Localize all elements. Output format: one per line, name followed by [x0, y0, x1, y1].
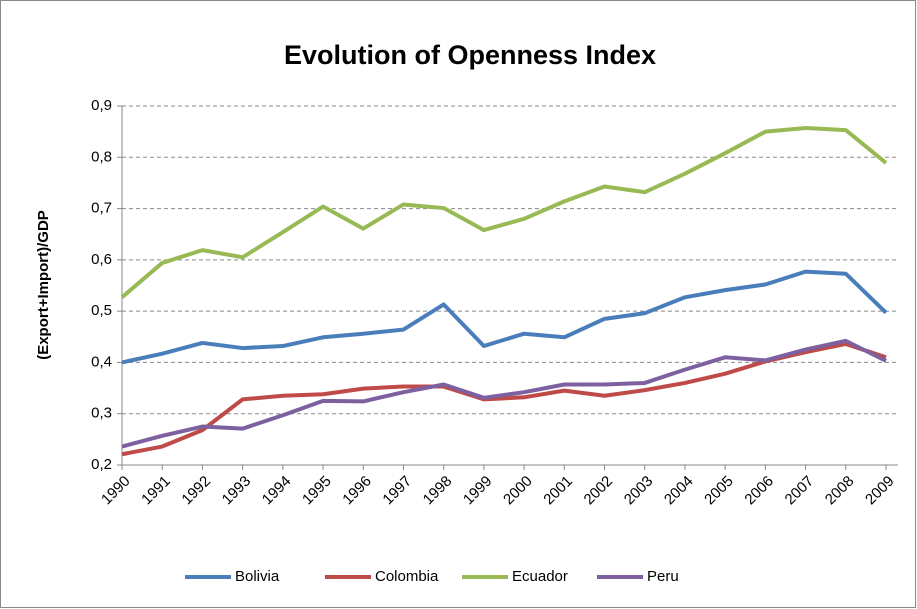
- series-line: [120, 126, 888, 299]
- y-tick-label: 0,8: [91, 148, 112, 165]
- series-line: [121, 338, 887, 449]
- legend-label: Bolivia: [235, 568, 280, 585]
- chart-title: Evolution of Openness Index: [284, 40, 656, 70]
- y-tick-label: 0,5: [91, 302, 112, 319]
- legend-label: Peru: [647, 568, 679, 585]
- series-line: [121, 341, 887, 457]
- y-tick-label: 0,6: [91, 251, 112, 268]
- legend-label: Colombia: [375, 568, 439, 585]
- y-axis-label: (Export+Import)/GDP: [35, 210, 52, 360]
- legend-label: Ecuador: [512, 568, 568, 585]
- y-tick-label: 0,2: [91, 456, 112, 473]
- y-tick-label: 0,3: [91, 405, 112, 422]
- y-tick-label: 0,9: [91, 97, 112, 114]
- y-tick-label: 0,4: [91, 353, 112, 370]
- series-line: [121, 269, 888, 365]
- y-tick-label: 0,7: [91, 200, 112, 217]
